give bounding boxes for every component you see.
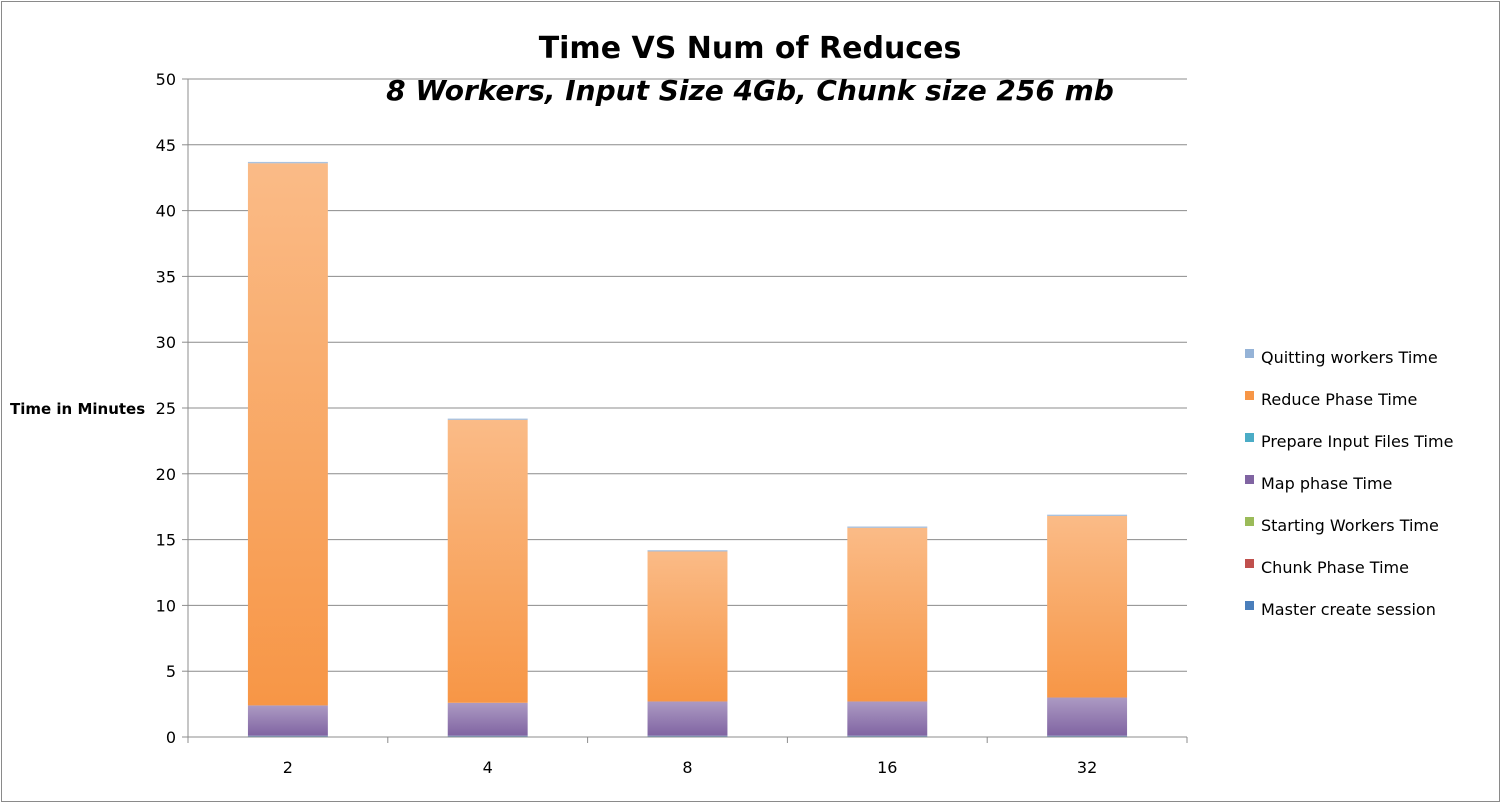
y-tick-label: 15 <box>156 531 176 550</box>
x-tick-label: 8 <box>682 758 692 777</box>
bar-segment-map-phase-time <box>847 701 928 736</box>
y-tick-label: 50 <box>156 70 176 89</box>
legend-label: Master create session <box>1261 600 1436 619</box>
y-tick-label: 35 <box>156 267 176 286</box>
legend-label: Reduce Phase Time <box>1261 390 1417 409</box>
gridlines <box>188 78 1187 672</box>
legend-swatch <box>1245 391 1254 400</box>
y-tick-label: 30 <box>156 333 176 352</box>
y-tick-label: 5 <box>166 662 176 681</box>
bar-segment-master-create-session <box>247 735 328 737</box>
y-tick-label: 40 <box>156 202 176 221</box>
chart-title: Time VS Num of Reduces <box>539 31 962 66</box>
bar-segment-master-create-session <box>847 735 928 737</box>
legend-label: Starting Workers Time <box>1261 516 1439 535</box>
bar-segment-master-create-session <box>647 735 728 737</box>
y-tick-label: 45 <box>156 136 176 155</box>
bar-segment-map-phase-time <box>447 702 528 736</box>
y-axis-label: Time in Minutes <box>10 400 145 418</box>
y-tick-label: 0 <box>166 728 176 747</box>
legend-label: Chunk Phase Time <box>1261 558 1409 577</box>
bar-segment-quitting-workers-time <box>847 526 928 528</box>
legend-label: Quitting workers Time <box>1261 348 1438 367</box>
bar-segment-reduce-phase-time <box>447 419 528 703</box>
y-tick-label: 20 <box>156 465 176 484</box>
legend-swatch <box>1245 517 1254 526</box>
bar-segment-reduce-phase-time <box>647 551 728 702</box>
bar-segment-quitting-workers-time <box>1047 514 1128 516</box>
legend-swatch <box>1245 475 1254 484</box>
legend-swatch <box>1245 559 1254 568</box>
bar-segment-master-create-session <box>447 735 528 737</box>
bar-segment-quitting-workers-time <box>447 418 528 420</box>
x-tick-label: 2 <box>283 758 293 777</box>
legend-label: Map phase Time <box>1261 474 1392 493</box>
x-tick-label: 4 <box>483 758 493 777</box>
chart-subtitle: 8 Workers, Input Size 4Gb, Chunk size 25… <box>386 74 1114 107</box>
legend: Quitting workers Time Reduce Phase Time Pr… <box>1245 348 1453 619</box>
x-tick-label: 16 <box>877 758 897 777</box>
legend-swatch <box>1245 601 1254 610</box>
bar-segment-reduce-phase-time <box>247 163 328 706</box>
bar-segment-quitting-workers-time <box>247 161 328 164</box>
axes: 0 5 10 15 20 25 30 35 40 45 50 2 4 8 16 32 <box>156 70 1188 777</box>
bar-segment-map-phase-time <box>1047 697 1128 736</box>
y-tick-label: 25 <box>156 399 176 418</box>
legend-swatch <box>1245 433 1254 442</box>
bar-segment-quitting-workers-time <box>647 550 728 552</box>
bar-segment-map-phase-time <box>647 701 728 736</box>
legend-label: Prepare Input Files Time <box>1261 432 1453 451</box>
bars <box>247 161 1128 737</box>
x-tick-label: 32 <box>1077 758 1097 777</box>
bar-segment-reduce-phase-time <box>847 527 928 702</box>
bar-segment-map-phase-time <box>247 705 328 736</box>
bar-segment-master-create-session <box>1047 735 1128 737</box>
legend-swatch <box>1245 349 1254 358</box>
y-tick-label: 10 <box>156 596 176 615</box>
bar-segment-reduce-phase-time <box>1047 515 1128 698</box>
